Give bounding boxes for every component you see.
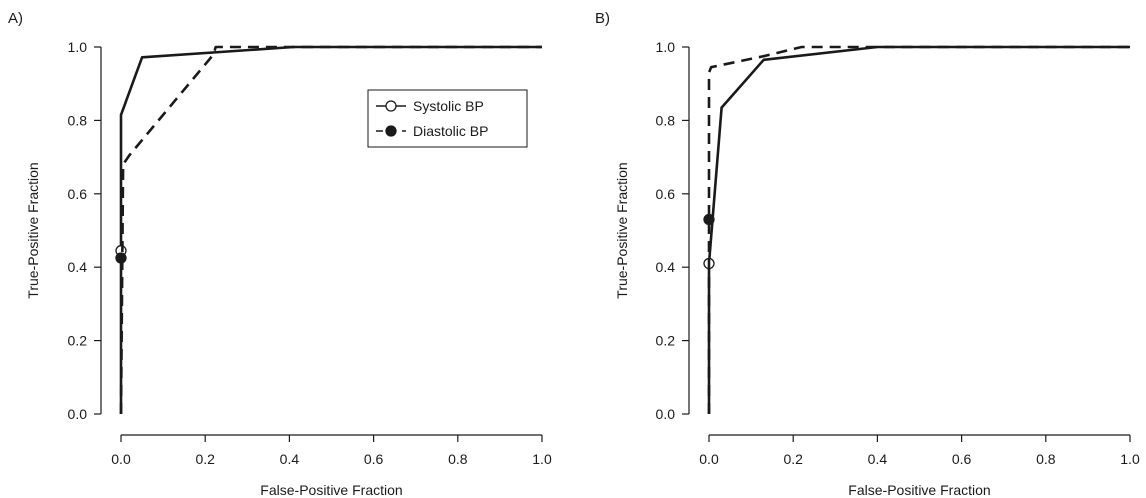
y-tick-label: 0.4 (68, 259, 88, 275)
y-tick-label: 0.4 (656, 259, 676, 275)
y-tick-label: 0.0 (68, 406, 88, 422)
x-tick-label: 0.4 (868, 451, 888, 467)
chart-panel-a: A) 0.0 0.2 0.4 0.6 0.8 1.0 0.0 0.2 0.4 0.6 0.8 1.0 Fa… (8, 10, 552, 498)
y-tick-label: 0.6 (68, 186, 88, 202)
x-tick-label: 0.4 (280, 451, 300, 467)
x-tick-label: 1.0 (532, 451, 552, 467)
x-tick-label: 0.2 (783, 451, 803, 467)
x-tick-label: 0.8 (448, 451, 468, 467)
legend-label-systolic-bp: Systolic BP (413, 98, 484, 114)
cutoff-point-diastolic-bp (703, 213, 715, 226)
cutoff-point-diastolic-bp (115, 252, 127, 264)
y-tick-label: 0.0 (656, 406, 676, 422)
x-tick-label: 0.2 (195, 451, 215, 467)
legend: Systolic BP Diastolic BP (367, 89, 528, 148)
chart-panel-b: B) 0.0 0.2 0.4 0.6 0.8 1.0 0.0 0.2 0.4 0.6 0.8 1.0 Fa… (595, 10, 1140, 498)
legend-marker-diastolic-bp (385, 125, 397, 137)
y-axis-label: True-Positive Fraction (614, 162, 630, 298)
panel-label: A) (8, 10, 23, 27)
x-tick-label: 0.0 (111, 451, 131, 467)
y-tick-label: 1.0 (68, 39, 88, 55)
x-tick-label: 1.0 (1120, 451, 1140, 467)
series-line-diastolic-bp (707, 45, 1130, 414)
y-tick-label: 1.0 (656, 39, 676, 55)
panel-label: B) (595, 10, 610, 27)
y-tick-label: 0.8 (68, 112, 88, 128)
x-tick-label: 0.6 (952, 451, 972, 467)
y-tick-label: 0.2 (68, 333, 88, 349)
x-tick-label: 0.6 (364, 451, 384, 467)
y-tick-label: 0.8 (656, 112, 676, 128)
series-line-systolic-bp (707, 45, 1130, 414)
y-axis-label: True-Positive Fraction (25, 162, 41, 298)
x-axis-label: False-Positive Fraction (848, 482, 990, 498)
legend-box (367, 89, 528, 148)
series-line-diastolic-bp (119, 45, 542, 415)
x-tick-label: 0.8 (1036, 451, 1056, 467)
x-axis-label: False-Positive Fraction (260, 482, 402, 498)
y-tick-label: 0.2 (656, 333, 676, 349)
legend-marker-systolic-bp (385, 100, 397, 112)
legend-label-diastolic-bp: Diastolic BP (413, 123, 488, 139)
x-tick-label: 0.0 (699, 451, 719, 467)
y-tick-label: 0.6 (656, 186, 676, 202)
